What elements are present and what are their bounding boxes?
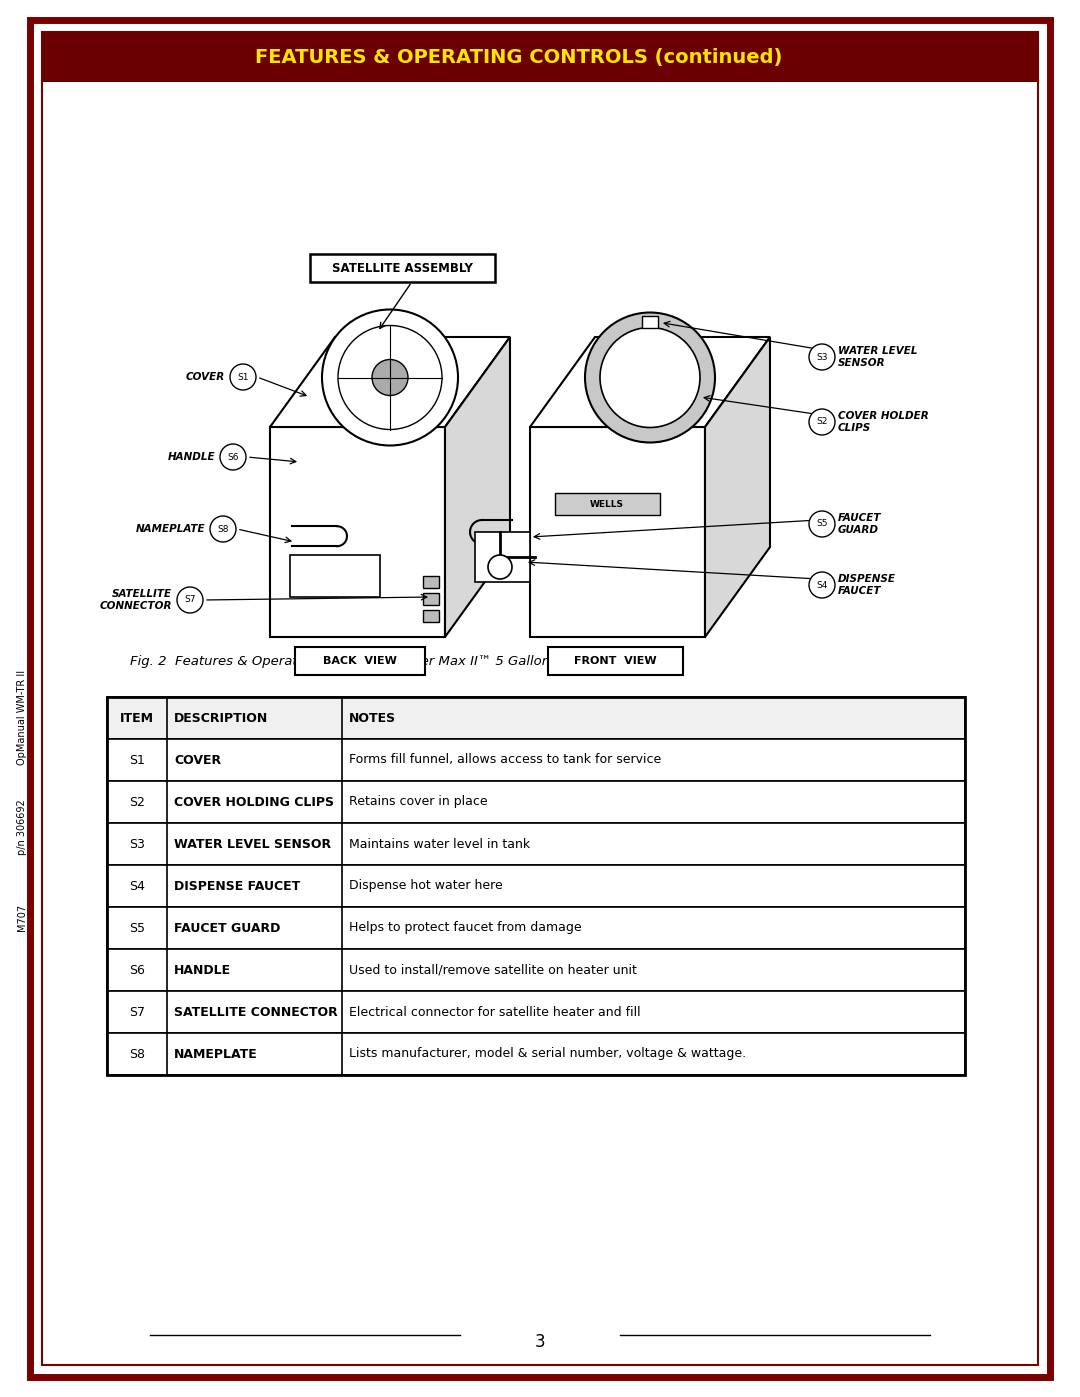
Text: S1: S1 (130, 753, 145, 767)
Circle shape (322, 310, 458, 446)
Text: S4: S4 (130, 880, 145, 893)
Text: WELLS: WELLS (590, 500, 624, 509)
Bar (107, 907, 966, 949)
Text: Maintains water level in tank: Maintains water level in tank (349, 837, 530, 851)
Circle shape (372, 359, 408, 395)
Text: Forms fill funnel, allows access to tank for service: Forms fill funnel, allows access to tank… (349, 753, 661, 767)
Text: S6: S6 (227, 453, 239, 461)
Text: FRONT  VIEW: FRONT VIEW (573, 657, 657, 666)
Text: S8: S8 (129, 1048, 145, 1060)
Text: BACK  VIEW: BACK VIEW (323, 657, 397, 666)
Bar (548, 647, 683, 675)
Polygon shape (530, 337, 770, 427)
Text: S3: S3 (130, 837, 145, 851)
Circle shape (177, 587, 203, 613)
Circle shape (220, 444, 246, 469)
Polygon shape (705, 337, 770, 637)
Bar (530, 427, 705, 637)
Text: S5: S5 (129, 922, 145, 935)
Polygon shape (445, 337, 510, 637)
Bar (107, 697, 966, 1076)
Bar (107, 697, 966, 739)
Text: S8: S8 (217, 524, 229, 534)
Text: p/n 306692: p/n 306692 (17, 799, 27, 855)
Bar (423, 592, 438, 605)
Text: NOTES: NOTES (349, 711, 396, 725)
Bar (295, 647, 426, 675)
Polygon shape (270, 337, 510, 427)
Text: Retains cover in place: Retains cover in place (349, 795, 488, 809)
Text: WATER LEVEL
SENSOR: WATER LEVEL SENSOR (838, 346, 918, 369)
Text: S7: S7 (129, 1006, 145, 1018)
Text: FAUCET GUARD: FAUCET GUARD (174, 922, 281, 935)
Bar (642, 316, 658, 327)
Bar (291, 555, 380, 597)
Bar (107, 949, 966, 990)
Bar (270, 427, 445, 637)
Circle shape (809, 344, 835, 370)
Text: DISPENSE
FAUCET: DISPENSE FAUCET (838, 574, 896, 597)
Text: S5: S5 (816, 520, 827, 528)
Bar (107, 781, 966, 823)
Bar (423, 576, 438, 588)
Text: OpManual WM-TR II: OpManual WM-TR II (17, 669, 27, 764)
Text: 3: 3 (535, 1333, 545, 1351)
Text: NAMEPLATE: NAMEPLATE (174, 1048, 258, 1060)
Text: SATELLITE ASSEMBLY: SATELLITE ASSEMBLY (332, 261, 473, 274)
Text: DESCRIPTION: DESCRIPTION (174, 711, 268, 725)
Text: S7: S7 (185, 595, 195, 605)
Bar (107, 990, 966, 1032)
Bar (107, 823, 966, 865)
Text: COVER: COVER (174, 753, 221, 767)
Bar (107, 865, 966, 907)
Bar (107, 739, 966, 781)
Text: NAMEPLATE: NAMEPLATE (135, 524, 205, 534)
Bar (475, 532, 530, 583)
Text: COVER HOLDING CLIPS: COVER HOLDING CLIPS (174, 795, 334, 809)
Text: FAUCET
GUARD: FAUCET GUARD (838, 513, 881, 535)
Text: S4: S4 (816, 581, 827, 590)
Text: ITEM: ITEM (120, 711, 154, 725)
Text: Fig. 2  Features & Operating Controls -  Water Max II™ 5 Gallon Satellite: Fig. 2 Features & Operating Controls - W… (130, 655, 608, 669)
Circle shape (809, 571, 835, 598)
Text: Dispense hot water here: Dispense hot water here (349, 880, 503, 893)
Circle shape (210, 515, 237, 542)
Text: HANDLE: HANDLE (167, 453, 215, 462)
Text: WATER LEVEL SENSOR: WATER LEVEL SENSOR (174, 837, 332, 851)
Text: S1: S1 (238, 373, 248, 381)
Bar (423, 610, 438, 622)
Circle shape (600, 327, 700, 427)
Text: Lists manufacturer, model & serial number, voltage & wattage.: Lists manufacturer, model & serial numbe… (349, 1048, 746, 1060)
Circle shape (488, 555, 512, 578)
Text: SATELLITE CONNECTOR: SATELLITE CONNECTOR (174, 1006, 338, 1018)
Circle shape (585, 313, 715, 443)
Bar (42, 32, 1038, 82)
Text: COVER: COVER (186, 372, 225, 381)
Text: S2: S2 (130, 795, 145, 809)
Text: Used to install/remove satellite on heater unit: Used to install/remove satellite on heat… (349, 964, 637, 977)
Text: FEATURES & OPERATING CONTROLS (continued): FEATURES & OPERATING CONTROLS (continued… (255, 47, 783, 67)
Bar (107, 1032, 966, 1076)
Text: S3: S3 (816, 352, 827, 362)
Text: SATELLITE
CONNECTOR: SATELLITE CONNECTOR (99, 588, 172, 612)
Text: S6: S6 (130, 964, 145, 977)
Text: S2: S2 (816, 418, 827, 426)
Bar (555, 493, 660, 515)
Text: M707: M707 (17, 904, 27, 930)
Text: HANDLE: HANDLE (174, 964, 231, 977)
Text: DISPENSE FAUCET: DISPENSE FAUCET (174, 880, 300, 893)
Text: Helps to protect faucet from damage: Helps to protect faucet from damage (349, 922, 582, 935)
Text: COVER HOLDER
CLIPS: COVER HOLDER CLIPS (838, 411, 929, 433)
Circle shape (230, 365, 256, 390)
Circle shape (809, 409, 835, 434)
Text: Electrical connector for satellite heater and fill: Electrical connector for satellite heate… (349, 1006, 640, 1018)
Bar (310, 254, 495, 282)
Circle shape (809, 511, 835, 536)
Circle shape (338, 326, 442, 429)
